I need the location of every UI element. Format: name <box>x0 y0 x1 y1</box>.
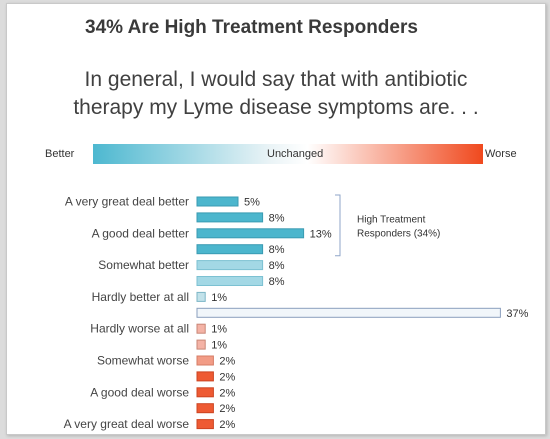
better-worse-gradient-scale <box>93 144 483 164</box>
bar <box>196 419 214 430</box>
bar <box>196 228 305 239</box>
bar-value-label: 8% <box>269 276 285 288</box>
bar-value-label: 1% <box>211 340 227 352</box>
response-bar-chart: 5% 8% 13% 8% 8% 8% 1% 37% 1% 1% 2% 2% 2% 2% 2% A very g… <box>64 194 529 431</box>
bar <box>196 260 264 271</box>
bar-value-label: 2% <box>219 419 235 431</box>
slide: 34% Are High Treatment Responders In gen… <box>6 3 546 435</box>
bar-value-label: 1% <box>211 324 227 336</box>
category-label: Hardly worse at all <box>90 322 189 336</box>
bar <box>196 212 264 223</box>
bar-value-label: 2% <box>219 356 235 368</box>
bar-value-label: 8% <box>269 244 285 256</box>
category-label: A very great deal better <box>65 195 189 209</box>
bar-value-label: 8% <box>269 260 285 272</box>
bar-value-label: 5% <box>244 197 260 209</box>
bar <box>196 323 206 334</box>
bar-value-label: 13% <box>310 228 332 240</box>
bar <box>196 196 239 207</box>
bar-value-label: 37% <box>506 308 528 320</box>
bar <box>196 276 264 286</box>
category-label: Somewhat better <box>98 258 189 272</box>
question-line-2: therapy my Lyme disease symptoms are. . … <box>73 96 479 119</box>
category-label: Somewhat worse <box>97 354 189 368</box>
category-label: A good deal better <box>92 226 189 240</box>
bar-value-label: 1% <box>211 292 227 304</box>
annotation-line-2: Responders (34%) <box>357 228 440 239</box>
bar-value-label: 2% <box>219 403 235 415</box>
responder-bracket <box>335 194 341 257</box>
bar <box>196 355 214 366</box>
slide-title: 34% Are High Treatment Responders <box>85 17 418 38</box>
bar <box>196 339 206 350</box>
scale-worse-label: Worse <box>485 148 517 160</box>
scale-unchanged-label: Unchanged <box>267 148 324 160</box>
survey-question: In general, I would say that with antibi… <box>21 66 531 122</box>
bar <box>196 387 214 398</box>
bar <box>196 291 206 302</box>
bar <box>196 371 214 382</box>
bar-value-label: 2% <box>219 371 235 383</box>
annotation-line-1: High Treatment <box>357 214 426 225</box>
bar-value-label: 8% <box>269 212 285 224</box>
category-label: A good deal worse <box>90 385 189 399</box>
bar-value-label: 2% <box>219 387 235 399</box>
question-line-1: In general, I would say that with antibi… <box>84 68 468 91</box>
category-label: Hardly better at all <box>92 290 189 304</box>
bar <box>196 307 501 318</box>
bar <box>196 244 264 255</box>
scale-better-label: Better <box>45 148 75 160</box>
bar <box>196 403 214 414</box>
category-label: A very great deal worse <box>64 417 190 431</box>
